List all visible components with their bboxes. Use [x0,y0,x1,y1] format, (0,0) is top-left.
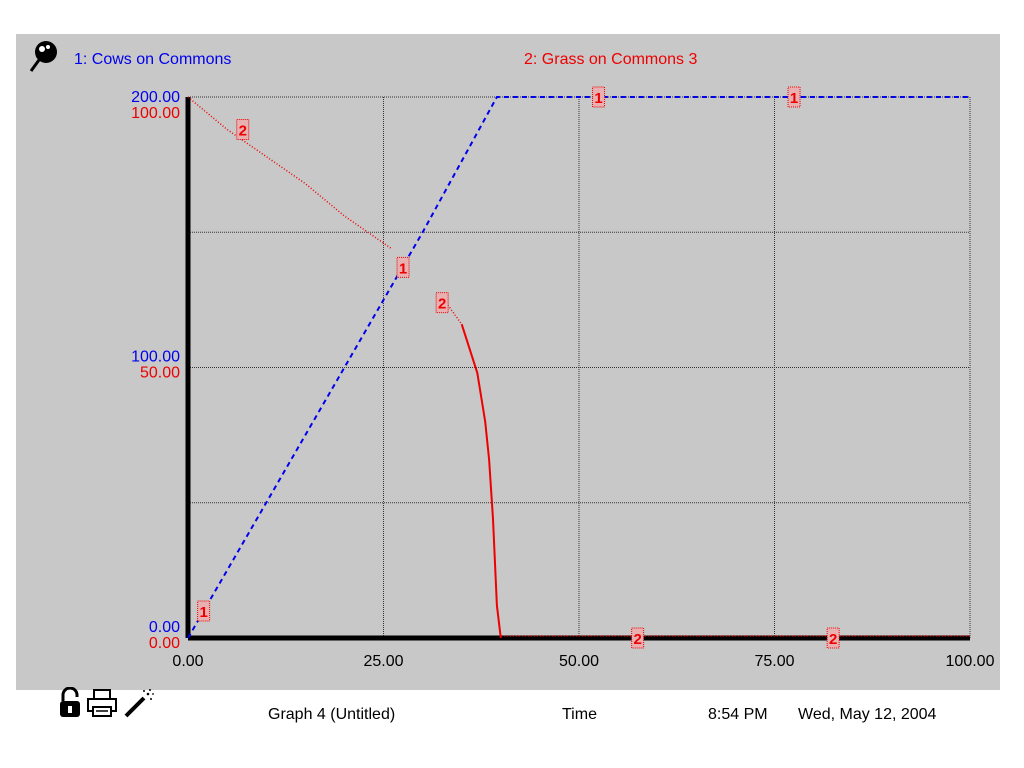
y-tick-label: 100.00 [131,105,180,122]
toolbar-icons [58,686,154,724]
x-tick-label: 75.00 [754,653,794,670]
x-axis-label: Time [562,706,597,723]
graph-title: Graph 4 (Untitled) [268,706,396,723]
series-marker-label: 1 [594,90,602,107]
series-marker-label: 2 [829,631,837,648]
graph-panel: 0.00 25.00 50.00 75.00 100.00 1: 0.00 1: 100.00 1… [16,34,1000,690]
series-marker [631,627,645,649]
magic-wand-icon[interactable] [122,688,154,723]
series-line-grass [445,302,463,325]
series-marker [592,86,606,108]
series-marker [197,600,211,622]
x-tick-label: 25.00 [363,653,403,670]
series-marker [826,627,840,649]
timestamp-time: 8:54 PM [708,706,768,723]
series-marker-label: 2 [438,296,446,313]
print-icon[interactable] [86,688,118,723]
y-axis-prefix: 2: [16,635,17,652]
y-tick-label: 200.00 [131,89,180,106]
y-tick-label: 0.00 [149,635,180,652]
y-axis-prefix: 1: [16,349,17,366]
lock-icon[interactable] [58,686,82,724]
series-marker [787,86,801,108]
series-marker-label: 1 [399,260,407,277]
series-marker [396,256,410,278]
series-marker-label: 2 [239,122,247,139]
y-axis-prefix: 1: [16,89,17,106]
y-tick-label: 0.00 [149,619,180,636]
y-tick-label: 50.00 [140,365,180,382]
series-marker-label: 1 [199,604,207,621]
series-marker [236,118,250,140]
series-marker-label: 2 [633,631,641,648]
series-marker-label: 1 [790,90,798,107]
series-2-legend: 2: Grass on Commons 3 [524,51,698,68]
series-line-cows [187,96,970,639]
x-tick-label: 0.00 [172,653,203,670]
timestamp-date: Wed, May 12, 2004 [798,706,937,723]
x-tick-label: 50.00 [559,653,599,670]
series-line-grass [460,323,502,639]
pin-icon[interactable] [28,38,60,74]
y-axis-prefix: 1: [16,619,17,636]
line-chart: 0.00 25.00 50.00 75.00 100.00 1: 0.00 1: 100.00 1… [16,86,995,670]
y-tick-label: 100.00 [131,349,180,366]
y-axis-prefix: 2: [16,105,17,122]
series-marker [435,292,449,314]
x-tick-label: 100.00 [946,653,995,670]
series-1-legend: 1: Cows on Commons [74,51,232,68]
series-line-grass [187,96,392,250]
y-axis-prefix: 2: [16,365,17,382]
